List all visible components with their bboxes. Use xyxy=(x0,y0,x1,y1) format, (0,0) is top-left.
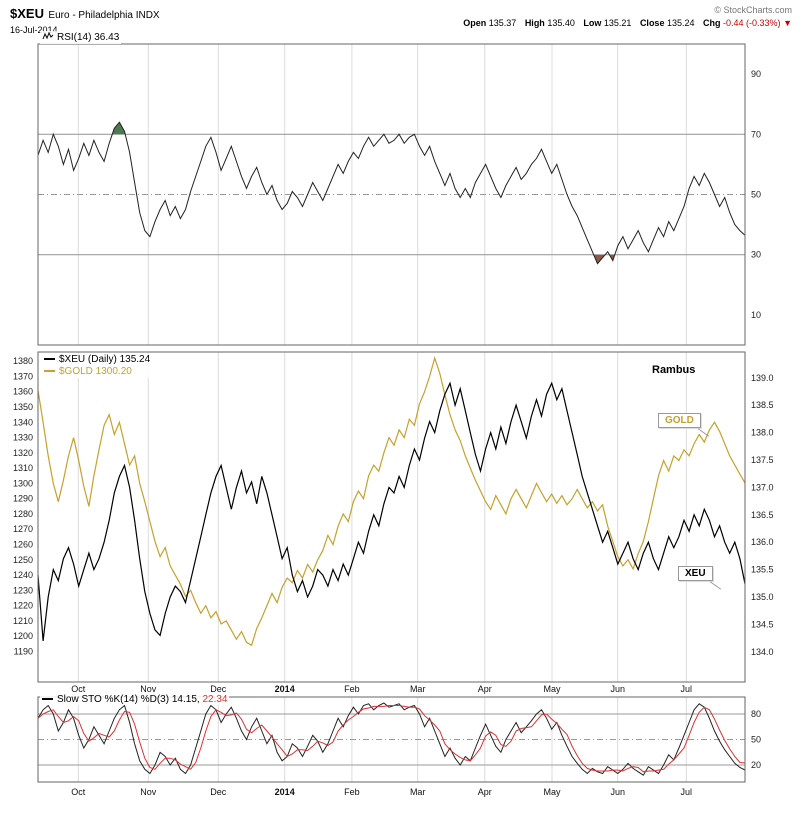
svg-text:May: May xyxy=(543,684,561,694)
price-legend: $XEU (Daily) 135.24 $GOLD 1300.20 xyxy=(42,354,153,378)
quote-close: Close 135.24 xyxy=(639,18,695,28)
svg-text:20: 20 xyxy=(751,760,761,770)
svg-text:Apr: Apr xyxy=(478,787,492,797)
svg-text:137.5: 137.5 xyxy=(751,455,774,465)
gold-callout: GOLD xyxy=(658,413,710,437)
svg-text:1200: 1200 xyxy=(13,631,33,641)
svg-text:Dec: Dec xyxy=(210,787,227,797)
svg-text:1220: 1220 xyxy=(13,601,33,611)
svg-text:70: 70 xyxy=(751,129,761,139)
svg-text:Feb: Feb xyxy=(344,684,360,694)
svg-text:1370: 1370 xyxy=(13,371,33,381)
svg-text:Oct: Oct xyxy=(71,684,86,694)
svg-text:139.0: 139.0 xyxy=(751,373,774,383)
svg-text:138.5: 138.5 xyxy=(751,400,774,410)
change-value: -0.44 (-0.33%) xyxy=(723,18,781,28)
svg-text:80: 80 xyxy=(751,709,761,719)
xeu-line-swatch xyxy=(44,358,55,361)
svg-text:1240: 1240 xyxy=(13,570,33,580)
svg-text:Jun: Jun xyxy=(610,787,625,797)
svg-text:1380: 1380 xyxy=(13,356,33,366)
svg-text:1230: 1230 xyxy=(13,585,33,595)
quote-low: Low 135.21 xyxy=(583,18,632,28)
svg-text:137.0: 137.0 xyxy=(751,482,774,492)
svg-text:Nov: Nov xyxy=(140,787,157,797)
svg-text:136.0: 136.0 xyxy=(751,537,774,547)
svg-text:Jun: Jun xyxy=(610,684,625,694)
rambus-annotation: Rambus xyxy=(652,364,696,376)
svg-text:1270: 1270 xyxy=(13,524,33,534)
header: $XEU Euro - Philadelphia INDX 16-Jul-201… xyxy=(10,5,160,35)
svg-text:1360: 1360 xyxy=(13,387,33,397)
quote-bar: Open 135.37 High 135.40 Low 135.21 Close… xyxy=(457,18,792,28)
xeu-callout: XEU xyxy=(678,566,721,590)
legend-gold: $GOLD 1300.20 xyxy=(44,366,150,378)
quote-change: Chg -0.44 (-0.33%) ▼ xyxy=(703,18,792,28)
rsi-panel-label: RSI(14) 36.43 xyxy=(40,31,122,44)
svg-text:Mar: Mar xyxy=(410,684,426,694)
svg-text:90: 90 xyxy=(751,69,761,79)
svg-text:50: 50 xyxy=(751,190,761,200)
svg-text:134.0: 134.0 xyxy=(751,647,774,657)
sto-line-swatch xyxy=(42,698,53,701)
svg-text:2014: 2014 xyxy=(275,787,295,797)
svg-text:Feb: Feb xyxy=(344,787,360,797)
svg-text:135.0: 135.0 xyxy=(751,592,774,602)
svg-text:136.5: 136.5 xyxy=(751,510,774,520)
svg-text:Oct: Oct xyxy=(71,787,86,797)
svg-text:1340: 1340 xyxy=(13,417,33,427)
svg-text:1280: 1280 xyxy=(13,509,33,519)
sto-panel-label: Slow STO %K(14) %D(3) 14.15, 22.34 xyxy=(40,694,230,705)
gold-line-swatch xyxy=(44,370,55,373)
svg-text:10: 10 xyxy=(751,310,761,320)
down-arrow-icon: ▼ xyxy=(783,18,792,28)
svg-text:Nov: Nov xyxy=(140,684,157,694)
chart-date: 16-Jul-2014 xyxy=(10,25,58,35)
svg-text:Jul: Jul xyxy=(681,787,693,797)
symbol: $XEU xyxy=(10,6,44,21)
svg-text:1320: 1320 xyxy=(13,448,33,458)
legend-xeu: $XEU (Daily) 135.24 xyxy=(44,354,150,366)
title-line: $XEU Euro - Philadelphia INDX xyxy=(10,5,160,23)
svg-text:1310: 1310 xyxy=(13,463,33,473)
svg-text:1300: 1300 xyxy=(13,478,33,488)
quote-open: Open 135.37 xyxy=(463,18,517,28)
svg-text:1350: 1350 xyxy=(13,402,33,412)
svg-text:1290: 1290 xyxy=(13,494,33,504)
svg-text:138.0: 138.0 xyxy=(751,428,774,438)
svg-text:May: May xyxy=(543,787,561,797)
svg-text:30: 30 xyxy=(751,250,761,260)
svg-text:135.5: 135.5 xyxy=(751,565,774,575)
copyright: © StockCharts.com xyxy=(714,5,792,15)
quote-high: High 135.40 xyxy=(524,18,575,28)
symbol-name: Euro - Philadelphia INDX xyxy=(48,10,160,21)
svg-text:50: 50 xyxy=(751,735,761,745)
svg-text:Apr: Apr xyxy=(478,684,492,694)
svg-text:Dec: Dec xyxy=(210,684,227,694)
svg-text:134.5: 134.5 xyxy=(751,619,774,629)
svg-text:1210: 1210 xyxy=(13,616,33,626)
svg-text:Mar: Mar xyxy=(410,787,426,797)
svg-text:Jul: Jul xyxy=(681,684,693,694)
svg-text:2014: 2014 xyxy=(275,684,295,694)
svg-text:1190: 1190 xyxy=(14,646,33,656)
svg-text:1250: 1250 xyxy=(13,555,33,565)
indicator-squiggle-icon xyxy=(42,31,54,44)
svg-text:1260: 1260 xyxy=(13,540,33,550)
svg-text:1330: 1330 xyxy=(13,433,33,443)
